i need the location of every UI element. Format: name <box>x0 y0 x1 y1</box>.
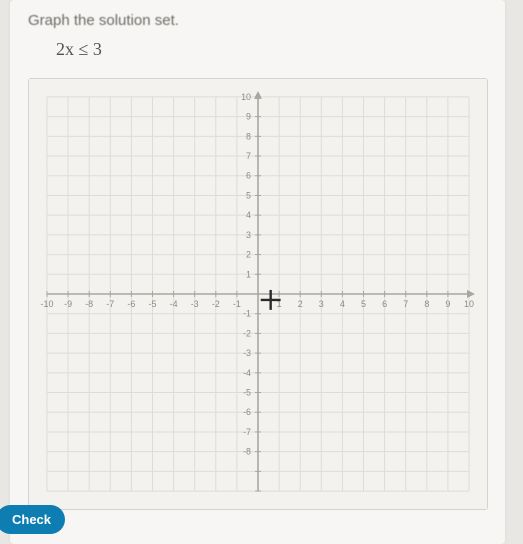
svg-text:-4: -4 <box>243 368 251 378</box>
svg-text:-3: -3 <box>191 299 199 309</box>
svg-text:9: 9 <box>445 299 450 309</box>
svg-text:2: 2 <box>298 299 303 309</box>
svg-text:4: 4 <box>246 210 251 220</box>
svg-text:-5: -5 <box>149 299 157 309</box>
svg-text:3: 3 <box>319 299 324 309</box>
svg-text:-3: -3 <box>243 348 251 358</box>
check-button[interactable]: Check <box>0 505 65 534</box>
svg-text:8: 8 <box>246 131 251 141</box>
svg-text:6: 6 <box>382 299 387 309</box>
inequality-expression: 2x ≤ 3 <box>56 39 487 60</box>
svg-text:-7: -7 <box>243 427 251 437</box>
svg-text:2: 2 <box>246 250 251 260</box>
svg-text:4: 4 <box>340 299 345 309</box>
svg-text:-9: -9 <box>64 299 72 309</box>
svg-text:-2: -2 <box>243 328 251 338</box>
svg-text:-6: -6 <box>243 407 251 417</box>
svg-text:10: 10 <box>241 92 251 102</box>
graph-panel[interactable]: -10 -9 -8 -7 -6 -5 -4 -3 -2 -1 1 2 3 4 5 6 7 8 9 10 -8 -7 -6 -5… <box>28 78 488 510</box>
svg-text:-8: -8 <box>243 447 251 457</box>
svg-text:8: 8 <box>424 299 429 309</box>
svg-text:7: 7 <box>403 299 408 309</box>
svg-text:-7: -7 <box>106 299 114 309</box>
svg-text:-5: -5 <box>243 388 251 398</box>
svg-text:-1: -1 <box>233 299 241 309</box>
svg-text:9: 9 <box>246 112 251 122</box>
svg-text:-10: -10 <box>41 299 54 309</box>
svg-text:1: 1 <box>246 269 251 279</box>
svg-text:-2: -2 <box>212 299 220 309</box>
svg-text:6: 6 <box>246 171 251 181</box>
coordinate-plane[interactable]: -10 -9 -8 -7 -6 -5 -4 -3 -2 -1 1 2 3 4 5 6 7 8 9 10 -8 -7 -6 -5… <box>29 79 487 509</box>
svg-text:7: 7 <box>246 151 251 161</box>
svg-text:10: 10 <box>464 299 474 309</box>
problem-card: Graph the solution set. 2x ≤ 3 -10 -9 -8 -7… <box>10 0 505 544</box>
svg-text:-4: -4 <box>170 299 178 309</box>
instruction-text: Graph the solution set. <box>28 12 487 29</box>
svg-text:-8: -8 <box>85 299 93 309</box>
svg-text:-6: -6 <box>127 299 135 309</box>
svg-text:5: 5 <box>246 190 251 200</box>
svg-text:3: 3 <box>246 230 251 240</box>
svg-text:-1: -1 <box>243 309 251 319</box>
svg-text:5: 5 <box>361 299 366 309</box>
check-button-label: Check <box>12 512 51 527</box>
